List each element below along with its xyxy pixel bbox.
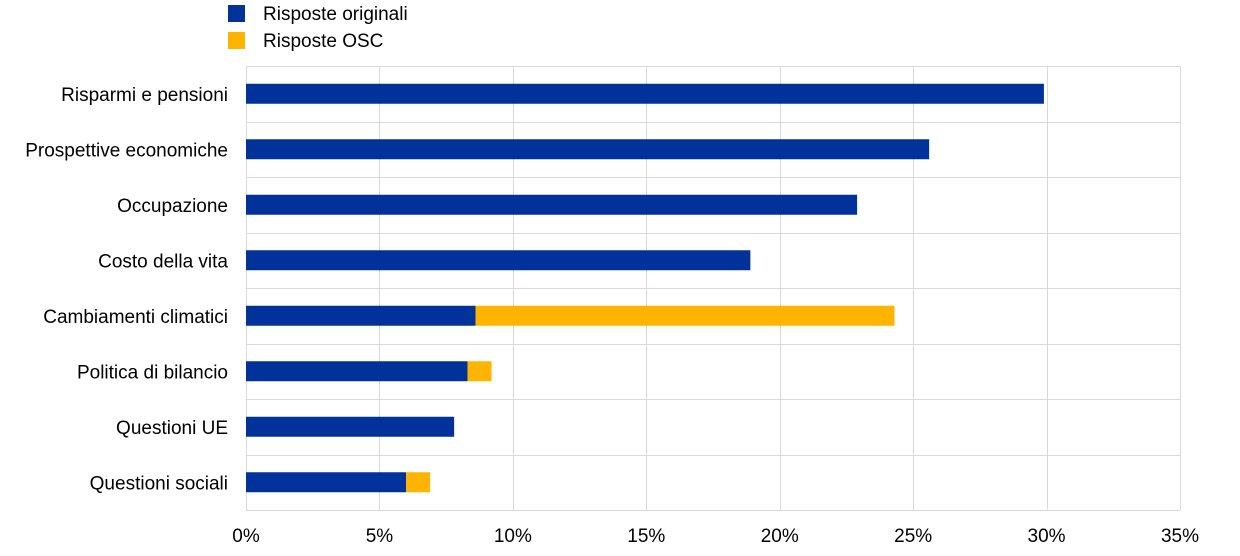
bar-risposte-originali-risparmi-e-pensioni [246,83,1044,104]
bar-risposte-originali-politica-di-bilancio [246,361,468,382]
bar-risposte-osc-politica-di-bilancio [467,361,492,382]
grid [246,66,1181,511]
bar-risposte-osc-questioni-sociali [406,472,431,493]
category-labels: Risparmi e pensioni Prospettive economich… [25,85,228,495]
category-label-questioni-sociali: Questioni sociali [90,473,228,494]
category-label-risparmi-e-pensioni: Risparmi e pensioni [61,85,228,106]
x-tick-label: 30% [1028,526,1066,547]
category-label-occupazione: Occupazione [117,196,228,217]
x-tick-label: 25% [894,526,932,547]
category-label-politica-di-bilancio: Politica di bilancio [77,362,228,383]
category-label-cambiamenti-climatici: Cambiamenti climatici [43,307,228,328]
bar-risposte-osc-cambiamenti-climatici [475,305,895,326]
x-tick-label: 10% [494,526,532,547]
legend: Risposte originali Risposte OSC [228,4,408,52]
category-label-costo-della-vita: Costo della vita [98,251,228,272]
category-label-questioni-ue: Questioni UE [116,418,228,439]
bar-risposte-originali-questioni-sociali [246,472,407,493]
legend-swatch-risposte-osc [228,32,245,49]
x-tick-label: 20% [761,526,799,547]
x-tick-label: 5% [366,526,394,547]
bar-risposte-originali-questioni-ue [246,416,455,437]
bars [246,83,1044,493]
x-tick-label: 35% [1161,526,1199,547]
x-tick-label: 0% [232,526,260,547]
legend-label-risposte-osc: Risposte OSC [263,31,383,52]
legend-label-risposte-originali: Risposte originali [263,4,408,25]
x-tick-label: 15% [627,526,665,547]
bar-risposte-originali-prospettive-economiche [246,139,930,160]
bar-risposte-originali-cambiamenti-climatici [246,305,476,326]
bar-risposte-originali-costo-della-vita [246,250,751,271]
x-axis-ticks: 0% 5% 10% 15% 20% 25% 30% 35% [232,526,1199,547]
legend-swatch-risposte-originali [228,5,245,22]
bar-risposte-originali-occupazione [246,194,858,215]
category-label-prospettive-economiche: Prospettive economiche [25,140,228,161]
